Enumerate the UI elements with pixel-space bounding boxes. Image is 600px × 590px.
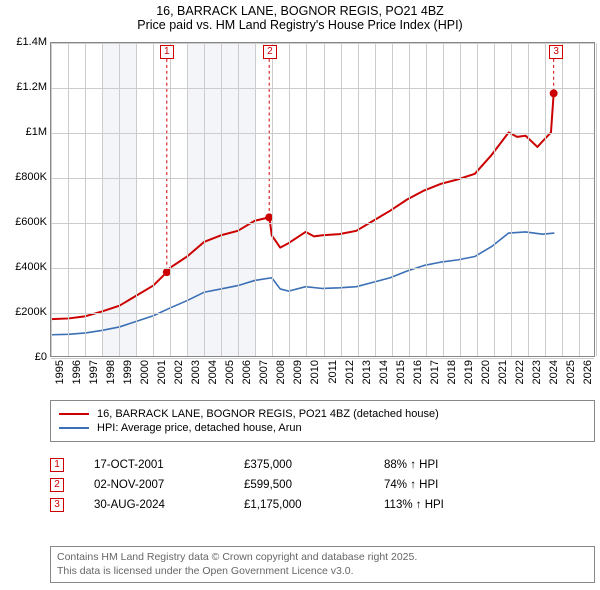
xtick-label: 2007 [258, 360, 270, 384]
legend-box: 16, BARRACK LANE, BOGNOR REGIS, PO21 4BZ… [50, 400, 595, 442]
legend-swatch-property [59, 413, 89, 415]
xtick-label: 2023 [531, 360, 543, 384]
sale-price: £375,000 [244, 459, 384, 471]
chart-plot-area: 1 2 3 [50, 42, 595, 357]
xtick-label: 2015 [395, 360, 407, 384]
sales-row: 2 02-NOV-2007 £599,500 74% ↑ HPI [50, 478, 595, 492]
sale-marker-flag: 3 [549, 45, 563, 59]
xtick-label: 2020 [480, 360, 492, 384]
sale-date: 02-NOV-2007 [94, 479, 244, 491]
sale-marker-flag: 1 [160, 45, 174, 59]
xtick-label: 2004 [207, 360, 219, 384]
xtick-label: 1998 [105, 360, 117, 384]
legend-label-property: 16, BARRACK LANE, BOGNOR REGIS, PO21 4BZ… [97, 408, 439, 420]
chart-title: 16, BARRACK LANE, BOGNOR REGIS, PO21 4BZ… [0, 0, 600, 32]
xtick-label: 2017 [429, 360, 441, 384]
xtick-label: 1996 [71, 360, 83, 384]
ytick-label: £600K [15, 216, 47, 228]
sale-marker-2: 2 [50, 478, 64, 492]
legend-item-hpi: HPI: Average price, detached house, Arun [59, 422, 586, 434]
xtick-label: 2006 [241, 360, 253, 384]
ytick-label: £200K [15, 306, 47, 318]
xtick-label: 2003 [190, 360, 202, 384]
legend-item-property: 16, BARRACK LANE, BOGNOR REGIS, PO21 4BZ… [59, 408, 586, 420]
ytick-label: £1.4M [16, 36, 47, 48]
xtick-label: 2018 [446, 360, 458, 384]
xtick-label: 2001 [156, 360, 168, 384]
xtick-label: 2002 [173, 360, 185, 384]
sales-table: 1 17-OCT-2001 £375,000 88% ↑ HPI 2 02-NO… [50, 452, 595, 518]
sale-pct: 113% ↑ HPI [384, 499, 504, 511]
ytick-label: £400K [15, 261, 47, 273]
xtick-label: 2022 [514, 360, 526, 384]
attribution-footer: Contains HM Land Registry data © Crown c… [50, 546, 595, 583]
xtick-label: 2010 [309, 360, 321, 384]
sale-marker-1: 1 [50, 458, 64, 472]
ytick-label: £1.2M [16, 81, 47, 93]
xtick-label: 2011 [327, 360, 339, 384]
xtick-label: 2000 [139, 360, 151, 384]
ytick-label: £1M [26, 126, 47, 138]
xtick-label: 2009 [292, 360, 304, 384]
xtick-label: 2025 [565, 360, 577, 384]
xtick-label: 1997 [88, 360, 100, 384]
xtick-label: 2005 [224, 360, 236, 384]
title-line-2: Price paid vs. HM Land Registry's House … [0, 18, 600, 32]
xtick-label: 2013 [361, 360, 373, 384]
sale-marker-flag: 2 [263, 45, 277, 59]
title-line-1: 16, BARRACK LANE, BOGNOR REGIS, PO21 4BZ [0, 4, 600, 18]
line-chart-svg [51, 43, 594, 356]
sale-pct: 88% ↑ HPI [384, 459, 504, 471]
xtick-label: 1995 [54, 360, 66, 384]
legend-label-hpi: HPI: Average price, detached house, Arun [97, 422, 302, 434]
xtick-label: 2016 [412, 360, 424, 384]
xtick-label: 2019 [463, 360, 475, 384]
xtick-label: 2024 [548, 360, 560, 384]
sale-pct: 74% ↑ HPI [384, 479, 504, 491]
ytick-label: £800K [15, 171, 47, 183]
legend-swatch-hpi [59, 427, 89, 429]
ytick-label: £0 [35, 351, 47, 363]
sales-row: 1 17-OCT-2001 £375,000 88% ↑ HPI [50, 458, 595, 472]
xtick-label: 2012 [344, 360, 356, 384]
footer-line-2: This data is licensed under the Open Gov… [57, 565, 588, 579]
sales-row: 3 30-AUG-2024 £1,175,000 113% ↑ HPI [50, 498, 595, 512]
sale-price: £599,500 [244, 479, 384, 491]
xtick-label: 2008 [275, 360, 287, 384]
xtick-label: 1999 [122, 360, 134, 384]
sale-date: 17-OCT-2001 [94, 459, 244, 471]
sale-date: 30-AUG-2024 [94, 499, 244, 511]
xtick-label: 2014 [378, 360, 390, 384]
sale-marker-3: 3 [50, 498, 64, 512]
sale-price: £1,175,000 [244, 499, 384, 511]
footer-line-1: Contains HM Land Registry data © Crown c… [57, 551, 588, 565]
xtick-label: 2021 [497, 360, 509, 384]
xtick-label: 2026 [582, 360, 594, 384]
